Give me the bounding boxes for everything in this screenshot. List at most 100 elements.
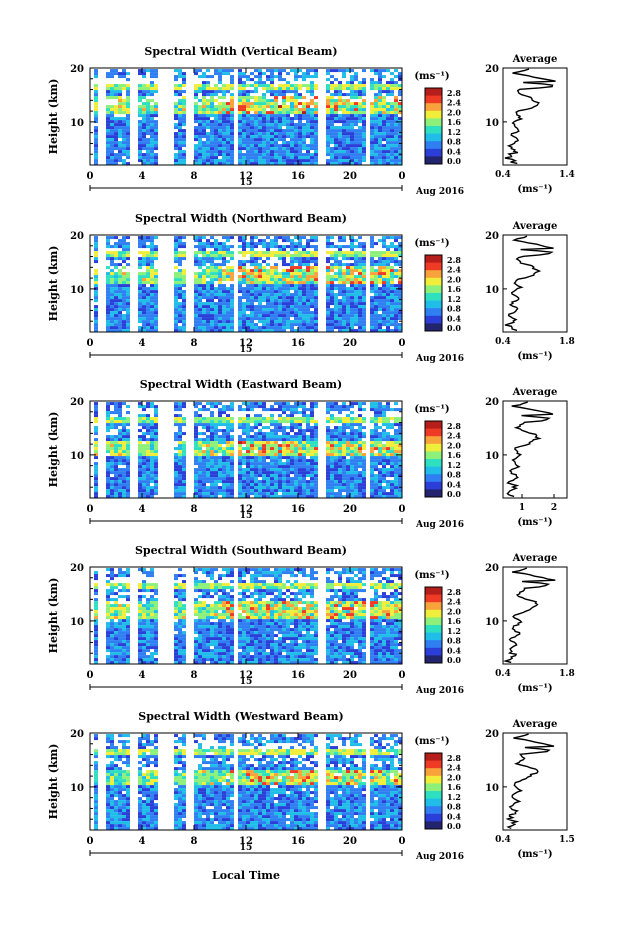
heat-cell (326, 96, 330, 99)
heat-cell (258, 320, 262, 323)
heat-cell (194, 426, 198, 429)
heat-cell (394, 156, 398, 159)
heat-cell (394, 272, 398, 275)
heat-cell (266, 326, 270, 329)
heat-cell (146, 138, 150, 141)
heat-cell (330, 414, 334, 417)
heat-cell (138, 453, 142, 456)
heat-cell (174, 239, 178, 242)
heat-cell (338, 305, 342, 308)
heat-cell (298, 296, 302, 299)
heat-cell (122, 323, 126, 326)
heat-cell (202, 417, 206, 420)
heat-cell (218, 489, 222, 492)
heat-cell (198, 138, 202, 141)
heat-cell (274, 474, 278, 477)
heat-cell (174, 471, 178, 474)
heat-cell (250, 129, 254, 132)
heat-cell (230, 408, 234, 411)
heat-cell (218, 296, 222, 299)
heat-cell (258, 99, 262, 102)
heat-cell (202, 260, 206, 263)
heat-cell (222, 477, 226, 480)
heat-cell (154, 432, 158, 435)
heat-cell (238, 245, 242, 248)
heat-cell (142, 108, 146, 111)
heat-cell (246, 269, 250, 272)
heat-cell (178, 242, 182, 245)
heat-cell (254, 468, 258, 471)
heat-cell (94, 305, 98, 308)
heat-cell (274, 69, 278, 72)
heat-cell (206, 239, 210, 242)
heat-cell (266, 102, 270, 105)
heat-cell (290, 281, 294, 284)
heat-cell (230, 438, 234, 441)
heat-cell (278, 317, 282, 320)
heat-cell (394, 245, 398, 248)
heat-cell (226, 117, 230, 120)
heat-cell (330, 275, 334, 278)
heat-cell (154, 251, 158, 254)
heat-cell (206, 486, 210, 489)
heat-cell (214, 153, 218, 156)
heat-cell (378, 99, 382, 102)
heat-cell (214, 471, 218, 474)
heat-cell (246, 90, 250, 93)
heat-cell (242, 432, 246, 435)
heat-cell (174, 245, 178, 248)
heat-cell (282, 281, 286, 284)
heat-cell (390, 287, 394, 290)
heat-cell (310, 447, 314, 450)
heat-cell (206, 147, 210, 150)
heat-cell (198, 114, 202, 117)
heat-cell (286, 72, 290, 75)
heat-cell (386, 90, 390, 93)
heat-cell (238, 266, 242, 269)
heat-cell (342, 308, 346, 311)
heat-cell (358, 257, 362, 260)
heat-cell (230, 477, 234, 480)
heat-cell (262, 251, 266, 254)
heat-cell (114, 132, 118, 135)
heat-cell (246, 281, 250, 284)
heat-cell (254, 275, 258, 278)
heat-cell (326, 402, 330, 405)
heat-cell (306, 326, 310, 329)
heat-cell (182, 305, 186, 308)
heat-cell (206, 114, 210, 117)
heat-cell (114, 438, 118, 441)
heat-cell (122, 242, 126, 245)
heat-cell (230, 453, 234, 456)
heat-cell (302, 489, 306, 492)
heat-cell (222, 153, 226, 156)
heat-cell (294, 141, 298, 144)
heat-cell (118, 141, 122, 144)
heat-cell (118, 93, 122, 96)
heat-cell (194, 144, 198, 147)
heat-cell (274, 432, 278, 435)
heat-cell (258, 81, 262, 84)
heat-cell (266, 432, 270, 435)
heat-cell (206, 141, 210, 144)
heat-cell (226, 293, 230, 296)
heat-cell (118, 492, 122, 495)
heat-cell (330, 93, 334, 96)
heat-cell (178, 326, 182, 329)
heat-cell (298, 69, 302, 72)
heat-cell (122, 296, 126, 299)
heat-cell (370, 275, 374, 278)
heat-cell (146, 87, 150, 90)
heat-cell (302, 248, 306, 251)
heat-cell (370, 159, 374, 162)
heat-cell (250, 429, 254, 432)
heat-cell (290, 263, 294, 266)
heat-cell (294, 260, 298, 263)
heat-cell (310, 420, 314, 423)
heat-cell (214, 248, 218, 251)
heat-cell (114, 90, 118, 93)
heat-cell (198, 257, 202, 260)
heat-cell (270, 468, 274, 471)
heat-cell (262, 129, 266, 132)
heat-cell (230, 465, 234, 468)
